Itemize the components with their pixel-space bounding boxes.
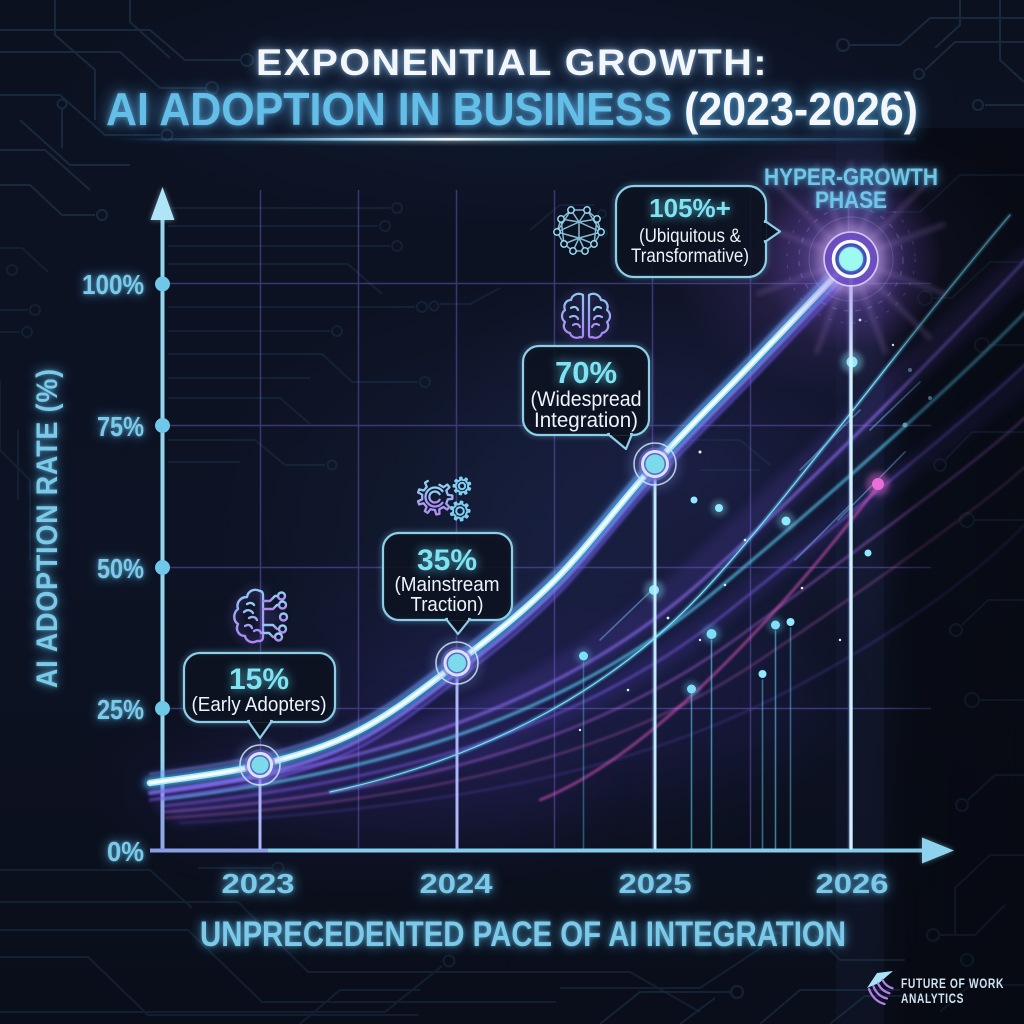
svg-text:AI ADOPTION IN BUSINESS (2023-: AI ADOPTION IN BUSINESS (2023-2026) (106, 83, 918, 135)
svg-text:2023: 2023 (222, 868, 295, 899)
svg-text:105%+: 105%+ (649, 193, 731, 223)
svg-text:Transformative): Transformative) (631, 245, 749, 267)
svg-text:Traction): Traction) (411, 594, 484, 616)
svg-text:0%: 0% (107, 836, 144, 867)
svg-text:UNPRECEDENTED PACE OF AI INTEG: UNPRECEDENTED PACE OF AI INTEGRATION (200, 915, 846, 954)
svg-text:ANALYTICS: ANALYTICS (901, 991, 964, 1006)
svg-text:AI ADOPTION RATE (%): AI ADOPTION RATE (%) (31, 368, 64, 688)
svg-text:(Early Adopters): (Early Adopters) (192, 693, 327, 716)
svg-text:(Ubiquitous &: (Ubiquitous & (639, 225, 741, 247)
svg-text:(Widespread: (Widespread (531, 388, 642, 411)
svg-text:HYPER-GROWTH: HYPER-GROWTH (764, 164, 938, 191)
svg-text:PHASE: PHASE (815, 187, 887, 214)
svg-text:70%: 70% (555, 355, 617, 390)
svg-text:(Mainstream: (Mainstream (395, 574, 500, 596)
svg-text:Integration): Integration) (534, 409, 638, 432)
svg-text:FUTURE OF WORK: FUTURE OF WORK (901, 976, 1004, 991)
svg-text:EXPONENTIAL GROWTH:: EXPONENTIAL GROWTH: (256, 42, 768, 83)
svg-text:50%: 50% (97, 553, 144, 584)
svg-text:25%: 25% (97, 694, 144, 725)
svg-text:35%: 35% (417, 544, 477, 577)
svg-text:2025: 2025 (619, 868, 692, 899)
svg-text:100%: 100% (82, 269, 144, 300)
svg-text:15%: 15% (229, 663, 289, 696)
svg-text:75%: 75% (97, 411, 144, 442)
svg-text:2024: 2024 (420, 868, 493, 899)
svg-text:2026: 2026 (816, 868, 889, 899)
